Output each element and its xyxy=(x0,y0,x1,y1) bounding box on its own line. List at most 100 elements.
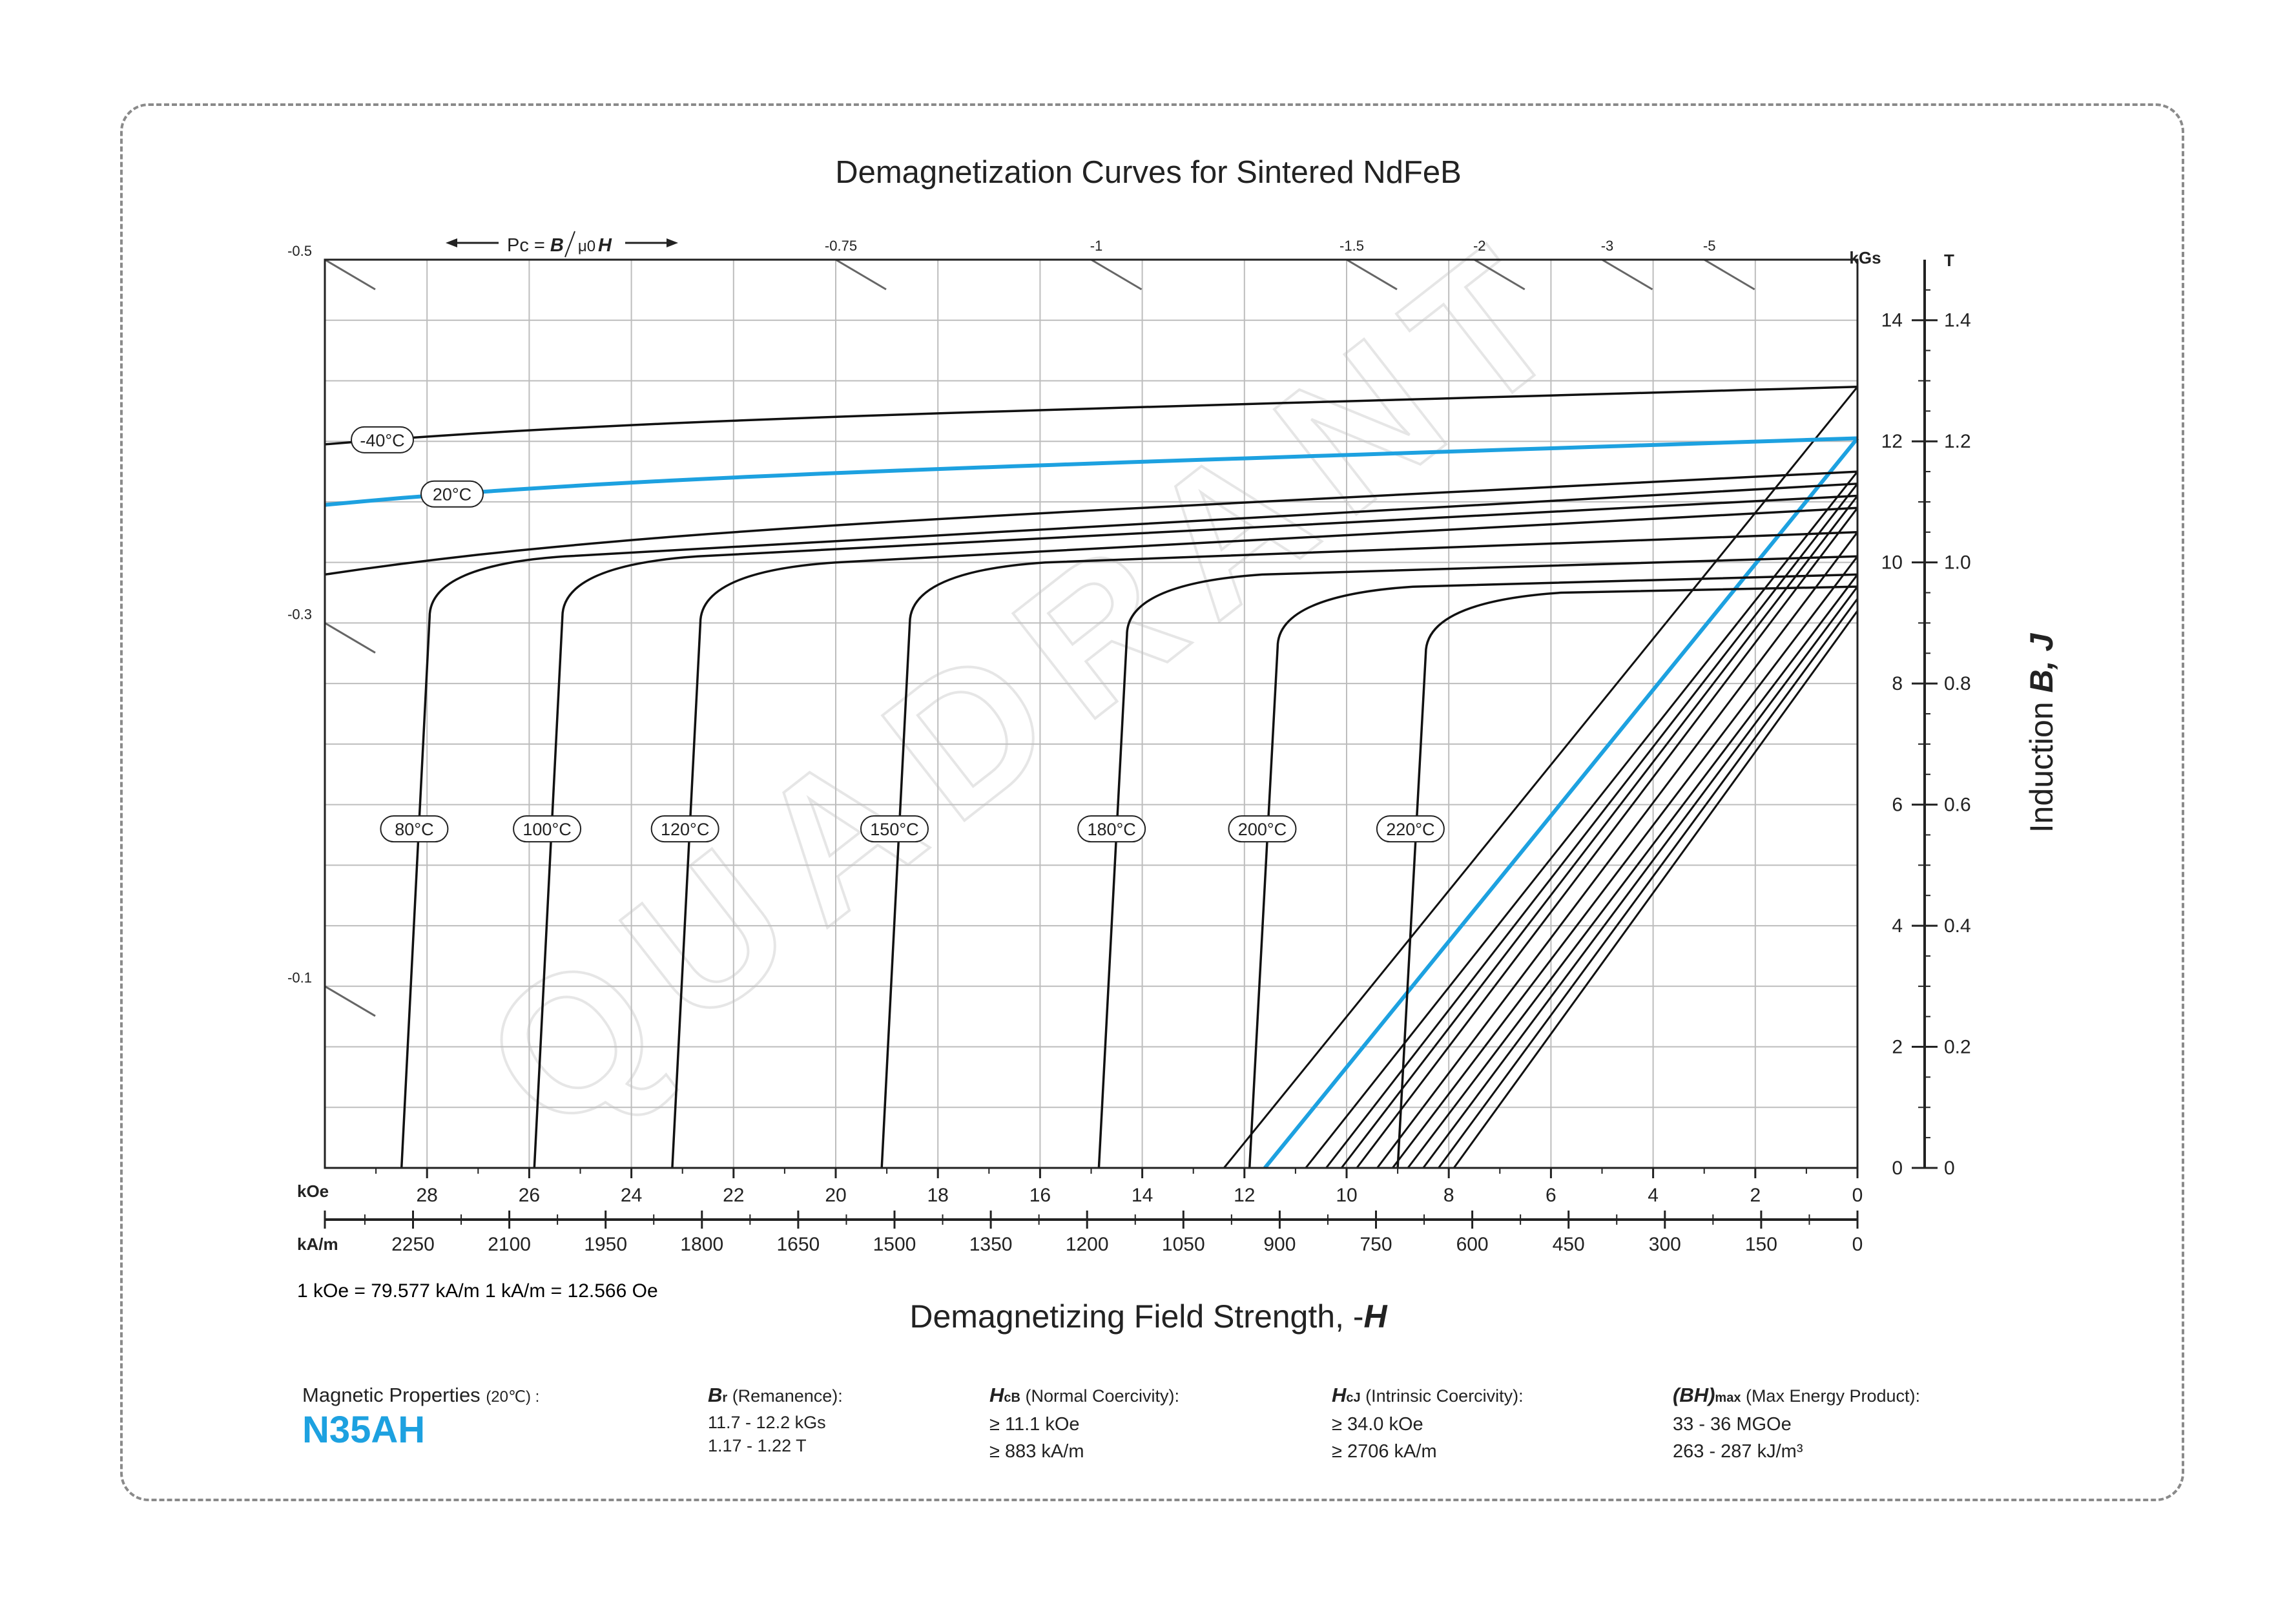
chart-title: Demagnetization Curves for Sintered NdFe… xyxy=(835,155,1462,190)
x-tick-label-kam: 2250 xyxy=(391,1234,435,1255)
curve-label-pill xyxy=(351,426,414,453)
x-tick-label-kam: 1800 xyxy=(680,1234,723,1255)
curve-label-pill xyxy=(420,480,484,508)
x-tick-label-kam: 1200 xyxy=(1066,1234,1109,1255)
pc-tick xyxy=(1601,258,1653,291)
y-tick-label-t: 0 xyxy=(1944,1158,1955,1179)
b-curve xyxy=(1407,574,1859,1169)
j-curve xyxy=(324,470,1858,576)
dashed-frame xyxy=(120,103,2184,1501)
x-tick-label-koe: 2 xyxy=(1750,1185,1761,1206)
b-curve xyxy=(1438,598,1859,1169)
y-unit-t: T xyxy=(1944,251,1954,270)
x-tick-label-koe: 12 xyxy=(1234,1185,1255,1206)
pc-label-h: H xyxy=(598,235,612,256)
x-tick-label-koe: 24 xyxy=(621,1185,642,1206)
curve-label: 220°C xyxy=(1376,815,1445,843)
curve-label-pill xyxy=(1228,815,1297,843)
j-curve xyxy=(671,506,1858,1169)
y-tick-label-kgs: 8 xyxy=(1892,673,1903,694)
y-axis-title-var: B, J xyxy=(2023,633,2060,693)
pc-label: -5 xyxy=(1703,238,1716,254)
x-tick-label-kam: 150 xyxy=(1745,1234,1777,1255)
curve-label: 80°C xyxy=(380,815,449,843)
x-tick-label-koe: 10 xyxy=(1336,1185,1357,1206)
j-curve xyxy=(880,531,1858,1169)
pc-lines: -0.5 -0.3 -0.1 -0.75 -1 -1.5 -2 -3 -5 xyxy=(287,238,1755,1017)
x-tick-label-kam: 1650 xyxy=(777,1234,820,1255)
y-tick-label-kgs: 4 xyxy=(1892,915,1903,937)
pc-label: -3 xyxy=(1601,238,1614,254)
x-tick-label-koe: 6 xyxy=(1546,1185,1557,1206)
x-tick-label-koe: 0 xyxy=(1852,1185,1863,1206)
y-tick-label-t: 1.4 xyxy=(1944,310,1971,331)
x-unit-koe: kOe xyxy=(297,1181,329,1201)
x-tick-label-kam: 1500 xyxy=(873,1234,916,1255)
x-tick-label-kam: 2100 xyxy=(488,1234,531,1255)
curve-label: -40°C xyxy=(351,426,414,453)
curve-label-text: -40°C xyxy=(360,431,404,450)
pc-tick xyxy=(324,985,376,1017)
x-tick-label-koe: 22 xyxy=(723,1185,744,1206)
pc-tick xyxy=(1473,258,1525,291)
y-tick-labels: 0 2 4 6 8 10 12 14 0 0.2 0.4 0.6 0.8 1.0 1.2 1.4 xyxy=(1881,310,1971,1179)
curve-label-pill xyxy=(860,815,929,843)
x-tick-label-kam: 750 xyxy=(1360,1234,1392,1255)
curve-label: 120°C xyxy=(650,815,719,843)
x-tick-label-koe: 16 xyxy=(1029,1185,1051,1206)
curve-label-pill xyxy=(1077,815,1146,843)
curve-label-text: 100°C xyxy=(522,820,571,839)
curve-label: 100°C xyxy=(513,815,582,843)
curve-label-text: 20°C xyxy=(433,485,471,505)
curve-label: 20°C xyxy=(420,480,484,508)
b-curve xyxy=(1422,586,1859,1169)
curve-label-pill xyxy=(513,815,582,843)
curve-label-text: 200°C xyxy=(1238,820,1287,839)
y-axis-title-prefix: Induction xyxy=(2023,692,2060,833)
curve-label-text: 120°C xyxy=(661,820,709,839)
b-curve xyxy=(1356,507,1859,1169)
pc-label-prefix: Pc = xyxy=(507,235,550,256)
x-axis-title-prefix: Demagnetizing Field Strength, - xyxy=(909,1298,1363,1335)
pc-label-b: B xyxy=(550,235,564,256)
pc-tick xyxy=(1346,258,1398,291)
x-tick-label-koe: 8 xyxy=(1443,1185,1454,1206)
curve-label-pill xyxy=(650,815,719,843)
pc-label: -0.1 xyxy=(287,970,312,986)
x-unit-kam: kA/m xyxy=(297,1234,338,1254)
j-curve xyxy=(1396,585,1858,1169)
x-tick-label-kam: 1050 xyxy=(1162,1234,1205,1255)
x-tick-label-kam: 600 xyxy=(1456,1234,1489,1255)
y-tick-label-kgs: 0 xyxy=(1892,1158,1903,1179)
y-tick-label-t: 0.2 xyxy=(1944,1037,1971,1058)
pc-label: -2 xyxy=(1473,238,1486,254)
x-tick-label-koe: 20 xyxy=(825,1185,846,1206)
x-tick-label-koe: 18 xyxy=(927,1185,949,1206)
x-axis-title: Demagnetizing Field Strength, -H xyxy=(909,1298,1387,1335)
pc-label-mid: μ0 xyxy=(578,238,595,255)
y-tick-label-kgs: 14 xyxy=(1881,310,1903,331)
x-tick-label-kam: 1950 xyxy=(584,1234,627,1255)
pc-label: -1.5 xyxy=(1339,238,1364,254)
y-tick-label-t: 0.6 xyxy=(1944,795,1971,816)
y-unit-kgs: kGs xyxy=(1849,248,1881,267)
y-axis-title: Induction B, J xyxy=(2023,633,2060,833)
x-tick-label-kam: 300 xyxy=(1649,1234,1681,1255)
curve-label: 150°C xyxy=(860,815,929,843)
b-curve xyxy=(1340,495,1859,1169)
x-tick-label-koe: 26 xyxy=(519,1185,540,1206)
b-curve xyxy=(1391,556,1859,1169)
curve-label: 200°C xyxy=(1228,815,1297,843)
x-tick-label-kam: 0 xyxy=(1852,1234,1863,1255)
pc-tick xyxy=(324,258,376,291)
pc-label: -0.5 xyxy=(287,243,312,259)
curves xyxy=(324,386,1859,1169)
curve-label-text: 220°C xyxy=(1386,820,1434,839)
x-tick-label-koe: 14 xyxy=(1132,1185,1153,1206)
curve-label-text: 150°C xyxy=(870,820,918,839)
pc-tick xyxy=(1703,258,1755,291)
curve-label-pill xyxy=(1376,815,1445,843)
j-curve xyxy=(533,494,1858,1169)
